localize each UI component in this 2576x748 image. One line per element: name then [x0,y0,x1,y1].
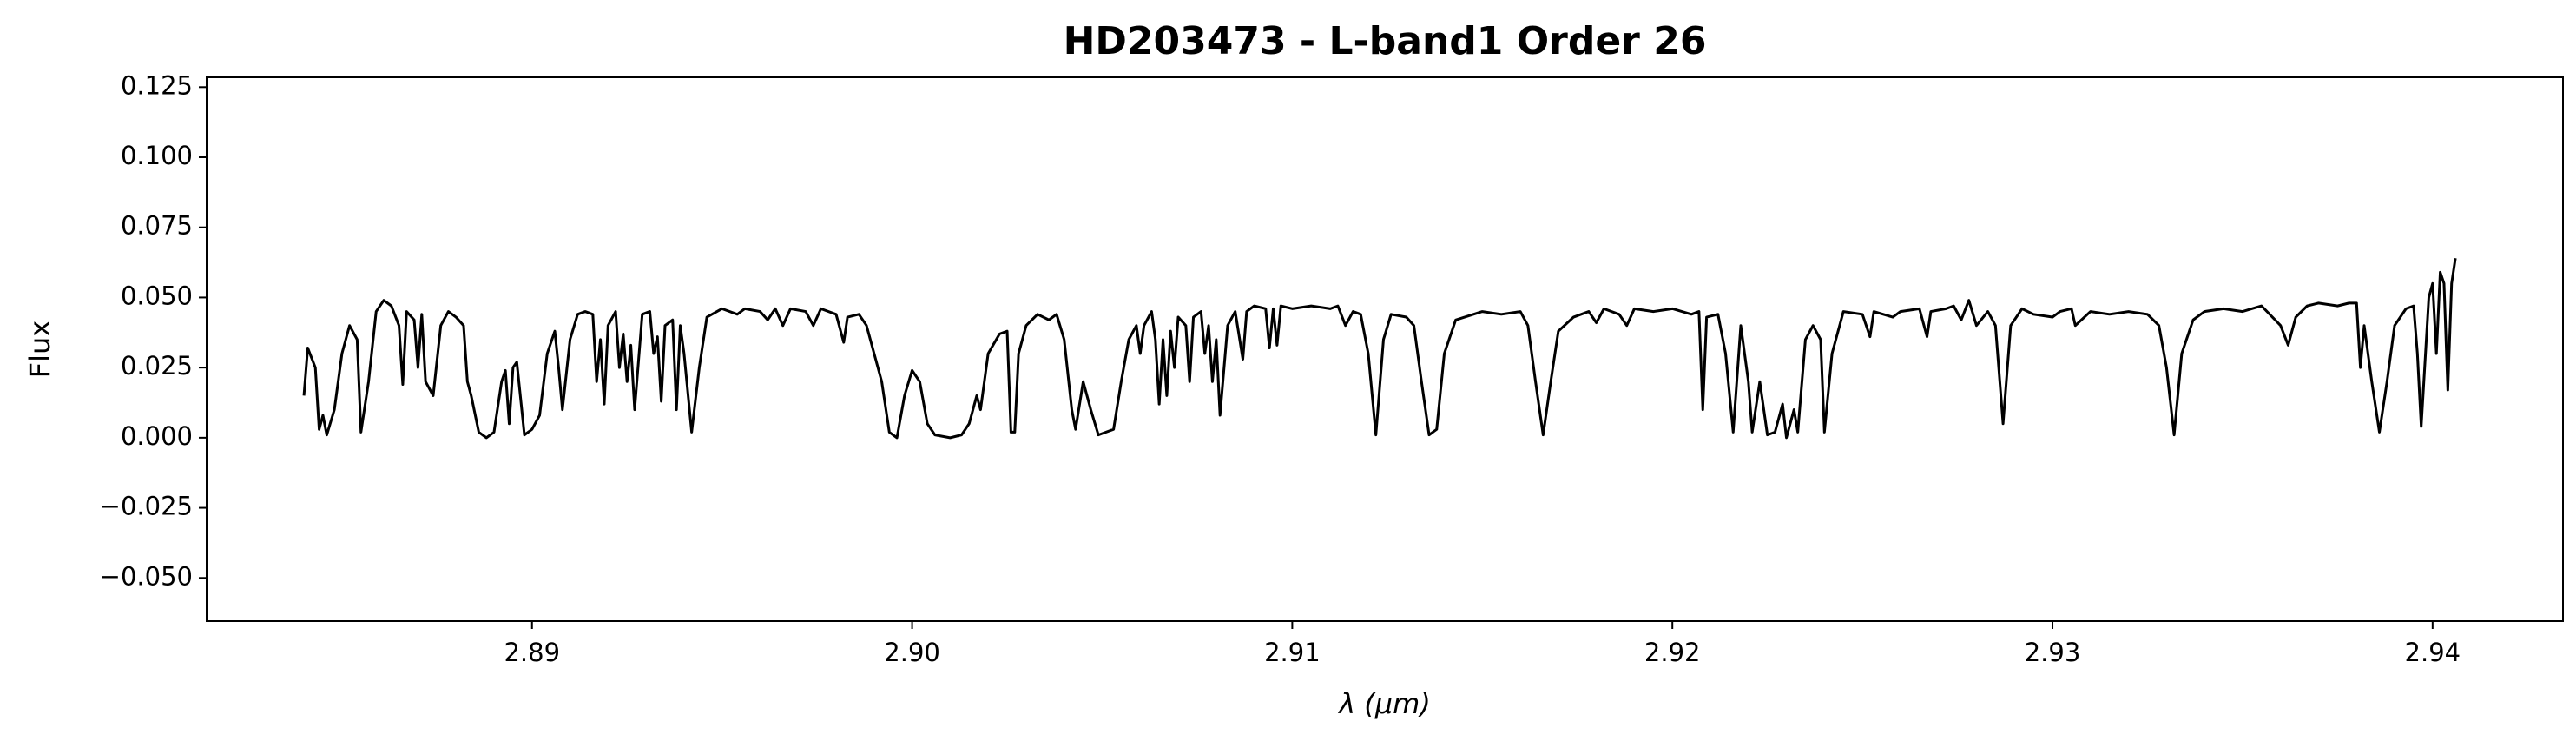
spectrum-line [302,258,2457,440]
x-tick-label: 2.93 [2025,638,2081,667]
x-tick-label: 2.94 [2405,638,2461,667]
y-tick-label: 0.025 [121,351,193,381]
y-tick-label: 0.100 [121,141,193,170]
chart-title: HD203473 - L-band1 Order 26 [1064,19,1707,63]
y-tick-label: 0.075 [121,211,193,241]
x-axis-label: λ (μm) [1337,687,1431,720]
y-tick-label: 0.000 [121,421,193,451]
y-tick-label: 0.125 [121,70,193,100]
x-tick-label: 2.90 [884,638,940,667]
plot-frame [206,76,2564,622]
y-tick-label: −0.025 [100,492,193,521]
y-tick-label: −0.050 [100,561,193,591]
y-tick-label: 0.050 [121,281,193,310]
x-tick-label: 2.92 [1644,638,1701,667]
x-tick-label: 2.91 [1264,638,1321,667]
y-axis-label: Flux [23,321,56,379]
x-tick-label: 2.89 [504,638,560,667]
